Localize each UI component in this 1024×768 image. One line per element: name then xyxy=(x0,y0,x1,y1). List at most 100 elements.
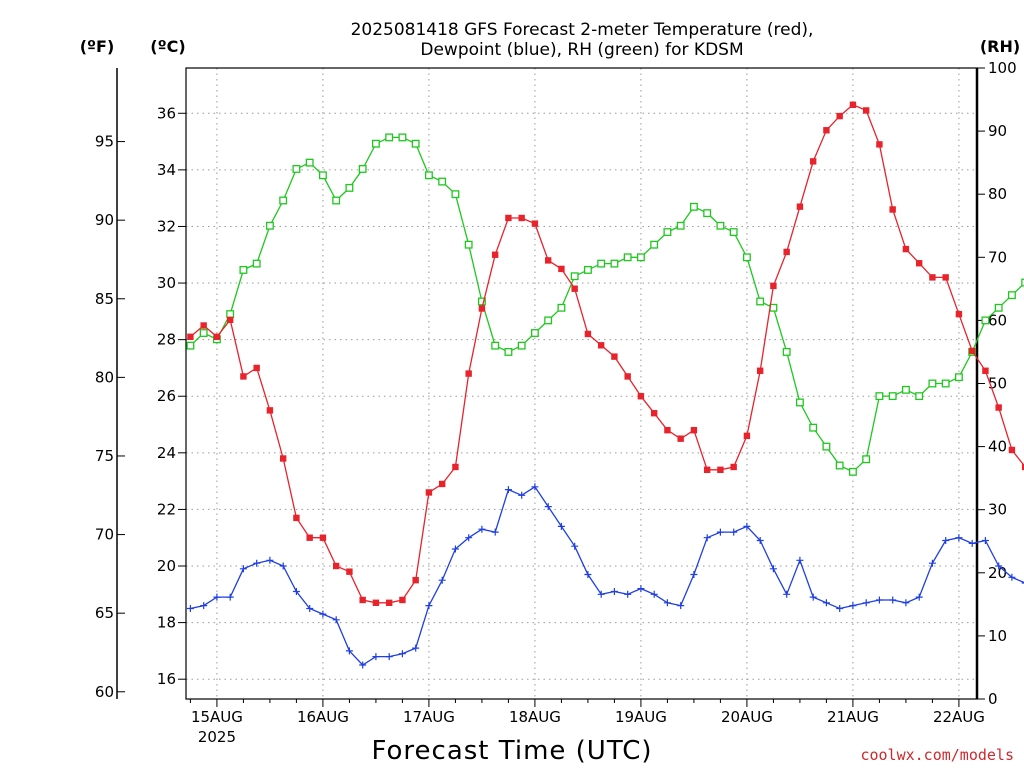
temperature-point xyxy=(359,596,366,604)
rh-point xyxy=(332,196,341,205)
fahrenheit-tick-label: 70 xyxy=(95,526,114,544)
temperature-point xyxy=(664,426,671,434)
temperature-point xyxy=(571,285,578,292)
temperature-point xyxy=(862,107,870,114)
rh-point xyxy=(358,165,367,173)
celsius-tick-label: 30 xyxy=(157,274,176,292)
x-axis-ticks: 15AUG 16AUG 17AUG 18AUG 19AUG 20AUG 21AUG 22AUG… xyxy=(189,699,985,746)
temperature-point xyxy=(677,435,684,442)
celsius-tick-label: 34 xyxy=(157,161,176,179)
dewpoint-point xyxy=(703,534,711,542)
dewpoint-point xyxy=(319,610,327,618)
temperature-point xyxy=(690,426,698,434)
temperature-point xyxy=(756,367,764,374)
rh-point xyxy=(464,240,473,249)
temperature-point xyxy=(611,353,618,360)
x-tick-label: 19AUG xyxy=(615,708,667,726)
dewpoint-point xyxy=(531,483,539,491)
celsius-tick-label: 28 xyxy=(157,331,176,349)
temperature-point xyxy=(809,158,817,165)
x-tick-label: 17AUG xyxy=(403,708,455,726)
dewpoint-point xyxy=(557,522,565,530)
fahrenheit-tick-label: 85 xyxy=(95,290,114,308)
rh-point xyxy=(557,303,566,312)
celsius-tick-label: 36 xyxy=(157,104,176,122)
temperature-point xyxy=(518,214,525,222)
rh-point xyxy=(411,139,420,148)
rh-point xyxy=(451,190,460,199)
temperature-point xyxy=(544,257,552,264)
temperature-point xyxy=(293,514,300,522)
rh-point xyxy=(756,297,765,306)
temperature-point xyxy=(279,455,287,462)
fahrenheit-tick-label: 75 xyxy=(95,447,114,465)
temperature-point xyxy=(465,370,472,377)
rh-point xyxy=(504,347,513,356)
dewpoint-point xyxy=(942,537,950,544)
rh-tick-label: 10 xyxy=(988,627,1007,645)
dewpoint-point xyxy=(690,571,698,578)
x-tick-label: 15AUG xyxy=(191,708,243,726)
rh-unit-label: (RH) xyxy=(980,37,1020,56)
temperature-point xyxy=(558,265,565,273)
rh-point xyxy=(239,265,248,274)
dewpoint-point xyxy=(1021,582,1024,584)
rh-point xyxy=(186,341,195,350)
dewpoint-point xyxy=(822,599,830,607)
temperature-point xyxy=(942,274,949,281)
temperature-point xyxy=(823,127,830,134)
rh-tick-label: 70 xyxy=(988,248,1007,266)
rh-point xyxy=(570,272,579,281)
rh-tick-label: 80 xyxy=(988,185,1007,203)
dewpoint-point xyxy=(306,605,314,612)
temperature-point xyxy=(1021,463,1024,471)
celsius-unit-label: (ºC) xyxy=(150,37,185,56)
fahrenheit-unit-label: (ºF) xyxy=(80,37,115,56)
rh-point xyxy=(742,253,751,262)
rh-point xyxy=(438,177,447,186)
rh-point xyxy=(424,171,433,180)
celsius-tick-label: 16 xyxy=(157,670,176,688)
dewpoint-point xyxy=(359,661,367,669)
rh-point xyxy=(597,259,606,268)
temperature-series xyxy=(187,101,1024,606)
rh-line xyxy=(189,136,1024,473)
dewpoint-point xyxy=(610,588,618,595)
rh-point xyxy=(199,329,208,337)
dewpoint-point xyxy=(637,585,645,593)
rh-point xyxy=(716,221,725,230)
dewpoint-point xyxy=(398,650,406,658)
rh-point xyxy=(954,373,963,382)
rh-point xyxy=(636,253,645,262)
dewpoint-point xyxy=(504,486,512,494)
dewpoint-point xyxy=(345,647,353,655)
rh-point xyxy=(385,133,394,142)
temperature-line xyxy=(189,104,1024,604)
celsius-tick-label: 22 xyxy=(157,500,176,518)
dewpoint-point xyxy=(783,590,791,598)
temperature-point xyxy=(187,333,194,341)
temperature-point xyxy=(915,260,923,267)
dewpoint-line xyxy=(190,485,1024,666)
rh-point xyxy=(623,253,632,262)
temperature-point xyxy=(637,393,645,400)
rh-point xyxy=(809,423,818,432)
temperature-point xyxy=(584,330,592,338)
fahrenheit-axis-ticks: 60 65 70 75 80 85 90 95 xyxy=(95,133,125,701)
rh-point xyxy=(530,329,539,337)
dewpoint-point xyxy=(597,590,605,598)
dewpoint-point xyxy=(253,559,261,567)
temperature-point xyxy=(226,316,234,324)
temperature-point xyxy=(624,373,631,380)
dewpoint-point xyxy=(292,588,300,595)
temperature-point xyxy=(372,599,380,606)
rh-point xyxy=(583,265,592,274)
dewpoint-point xyxy=(332,616,340,624)
rh-point xyxy=(517,341,526,350)
celsius-tick-label: 20 xyxy=(157,557,176,575)
temperature-point xyxy=(399,596,406,604)
x-tick-label: 22AUG xyxy=(933,708,985,726)
rh-point xyxy=(941,379,950,388)
rh-point xyxy=(901,385,910,394)
